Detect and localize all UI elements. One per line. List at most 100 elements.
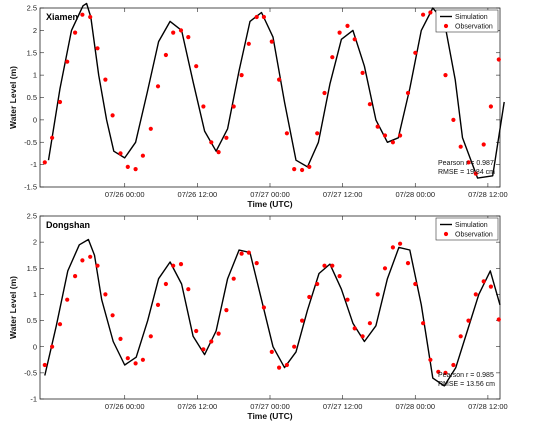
- observation-point: [300, 318, 305, 323]
- observation-point: [345, 297, 350, 302]
- observation-point: [171, 30, 176, 35]
- observation-point: [360, 70, 365, 75]
- observation-point: [239, 251, 244, 256]
- y-tick-label: -1: [30, 395, 37, 404]
- observation-point: [148, 126, 153, 131]
- observation-point: [216, 331, 221, 336]
- observation-point: [390, 245, 395, 250]
- dongshan-panel: -1 -0.5 0 0.5 1 1.5 2 2.5 07/26 00:00 07/26 12:00…: [8, 212, 508, 421]
- observation-point: [367, 321, 372, 326]
- observation-point: [481, 142, 486, 147]
- observation-point: [284, 362, 289, 368]
- legend-point-swatch: [443, 23, 449, 29]
- observation-point: [133, 361, 138, 366]
- legend-point-swatch: [443, 231, 449, 237]
- observation-point: [140, 357, 145, 362]
- y-tick-label: -1.5: [24, 183, 37, 192]
- observation-point: [224, 135, 229, 140]
- observation-point: [277, 77, 282, 82]
- observation-point: [80, 12, 85, 17]
- observation-point: [239, 73, 244, 78]
- xiamen-panel: -1.5 -1 -0.5 0 0.5 1 1.5 2 2.5 07/26 00:00 07/26 1…: [8, 2, 508, 209]
- observation-point: [315, 281, 320, 287]
- observation-point: [118, 151, 123, 156]
- observation-point: [110, 313, 115, 318]
- observation-point: [194, 328, 199, 334]
- observation-point: [360, 334, 365, 339]
- observation-point: [421, 321, 426, 326]
- observation-point: [345, 23, 350, 28]
- legend-box: [435, 217, 499, 241]
- observation-point: [405, 261, 411, 266]
- simulation-line: [44, 238, 501, 387]
- x-tick-label: 07/27 12:00: [323, 402, 363, 411]
- y-tick-label: 0: [33, 115, 37, 124]
- observation-point: [216, 150, 221, 155]
- x-axis-label: Time (UTC): [247, 199, 292, 209]
- observation-point: [307, 164, 312, 169]
- observation-point: [178, 262, 184, 267]
- observation-point: [201, 347, 206, 352]
- observation-point: [73, 30, 78, 35]
- legend-entry: Simulation: [455, 222, 488, 229]
- observation-point: [155, 302, 161, 307]
- observation-point: [140, 153, 145, 158]
- observation-point: [231, 276, 236, 281]
- x-tick-label: 07/26 12:00: [178, 190, 218, 199]
- observation-point: [42, 160, 47, 165]
- observation-point: [413, 281, 418, 287]
- observation-point: [352, 37, 357, 42]
- y-tick-label: -0.5: [24, 368, 37, 377]
- y-tick-label: 1.5: [27, 264, 37, 273]
- y-axis-label: Water Level (m): [8, 66, 18, 129]
- observation-point: [163, 281, 168, 287]
- observation-point: [488, 284, 493, 289]
- observation-point: [292, 344, 297, 349]
- observation-point: [330, 55, 335, 60]
- y-tick-label: 0: [33, 342, 37, 351]
- observation-point: [443, 370, 448, 375]
- observation-point: [57, 99, 63, 105]
- observation-point: [443, 73, 448, 78]
- y-tick-label: 0.5: [27, 316, 37, 325]
- rmse-annotation: RMSE = 13.56 cm: [438, 381, 495, 388]
- observation-point: [466, 318, 471, 323]
- observation-point: [103, 292, 108, 297]
- y-axis-label: Water Level (m): [8, 276, 18, 339]
- y-tick-label: -1: [30, 160, 37, 169]
- observation-point: [95, 263, 100, 268]
- observation-point: [231, 104, 236, 109]
- observation-point: [155, 84, 161, 89]
- pearson-annotation: Pearson r = 0.985: [438, 372, 494, 379]
- observation-point: [481, 279, 486, 284]
- y-tick-label: 2.5: [27, 212, 37, 221]
- observation-point: [398, 241, 403, 246]
- y-tick-label: 2.5: [27, 4, 37, 13]
- plot-area: [39, 215, 501, 400]
- legend-box: [435, 9, 499, 33]
- observation-point: [496, 317, 501, 322]
- observation-point: [80, 258, 85, 263]
- observation-point: [209, 140, 214, 145]
- y-tick-label: 2: [33, 26, 37, 35]
- observation-point: [88, 14, 93, 20]
- observation-point: [375, 124, 380, 129]
- observation-point: [118, 336, 123, 341]
- observation-point: [125, 356, 130, 361]
- y-tick-label: 2: [33, 238, 37, 247]
- observation-point: [57, 322, 63, 327]
- legend-entry: Simulation: [455, 14, 488, 21]
- observation-point: [451, 362, 456, 368]
- observation-point: [254, 261, 259, 266]
- observation-point: [421, 12, 426, 17]
- y-tick-label: 1: [33, 71, 37, 80]
- observation-point: [88, 254, 93, 259]
- observation-point: [496, 57, 501, 62]
- x-tick-label: 07/26 00:00: [105, 402, 145, 411]
- observation-point: [95, 46, 100, 51]
- legend-entry: Observation: [455, 232, 493, 239]
- panel-title: Xiamen: [46, 12, 78, 22]
- observation-point: [277, 365, 282, 370]
- x-tick-label: 07/28 12:00: [468, 190, 508, 199]
- observation-point: [246, 41, 251, 46]
